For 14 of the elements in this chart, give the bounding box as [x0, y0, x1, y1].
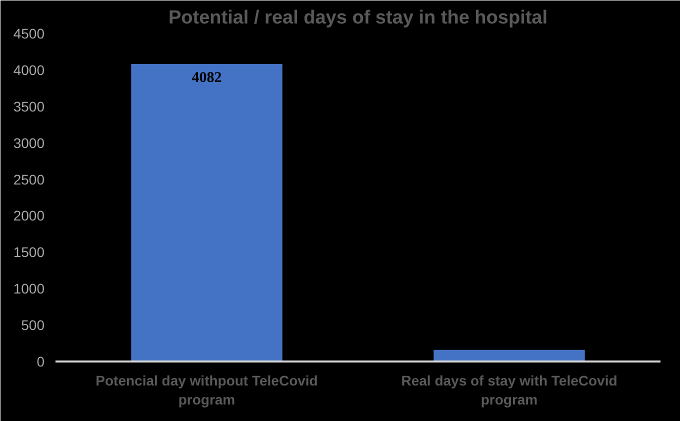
y-tick-label: 4000: [13, 62, 45, 78]
y-tick-label: 2000: [13, 208, 45, 224]
chart-title: Potential / real days of stay in the hospital: [168, 8, 548, 28]
y-tick-label: 3000: [13, 134, 45, 151]
y-tick-label: 3500: [13, 98, 45, 114]
y-tick-label: 1000: [13, 280, 45, 297]
y-tick-label: 0: [36, 354, 45, 370]
y-tick-label: 500: [21, 317, 45, 334]
y-tick-label: 2500: [13, 171, 45, 188]
data-label: 4082: [192, 70, 222, 86]
x-tick-label: Real days of stay with TeleCovid program: [401, 372, 618, 408]
y-tick-label: 1500: [13, 244, 45, 260]
y-tick-label: 4500: [13, 26, 45, 42]
x-tick-label: Potencial day withpout TeleCovid program: [96, 372, 318, 408]
